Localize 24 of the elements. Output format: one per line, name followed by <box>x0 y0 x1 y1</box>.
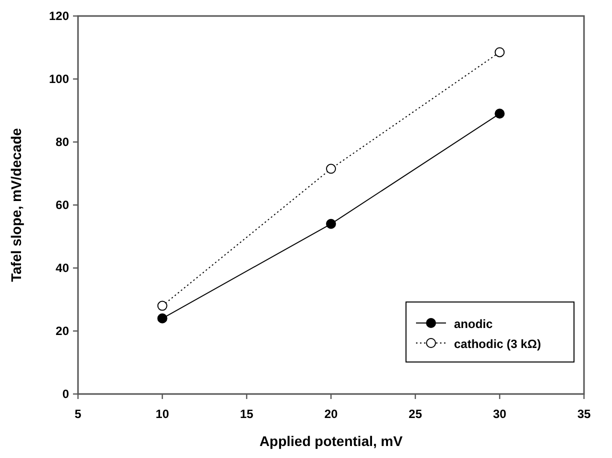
legend-label: cathodic (3 kΩ) <box>454 337 541 351</box>
point <box>157 313 168 324</box>
x-axis-title: Applied potential, mV <box>259 433 404 449</box>
point <box>494 108 505 119</box>
y-tick-label: 0 <box>62 387 70 401</box>
point <box>326 164 336 174</box>
point <box>157 300 168 311</box>
y-tick-label: 100 <box>48 72 70 86</box>
x-tick-label: 35 <box>577 407 591 421</box>
y-axis-title: Tafel slope, mV/decade <box>8 128 24 282</box>
x-tick-label: 15 <box>240 407 254 421</box>
legend-label: anodic <box>454 317 493 331</box>
y-tick-label: 60 <box>56 198 70 212</box>
point <box>494 47 505 58</box>
y-tick-label: 80 <box>56 135 70 149</box>
x-tick-label: 10 <box>156 407 170 421</box>
y-tick-label: 20 <box>56 324 70 338</box>
x-tick-label: 5 <box>74 407 82 421</box>
point <box>326 218 336 229</box>
x-tick-label: 25 <box>408 407 422 421</box>
x-tick-label: 20 <box>324 407 338 421</box>
x-tick-label: 30 <box>492 407 507 421</box>
y-tick-label: 120 <box>48 9 70 23</box>
y-tick-label: 40 <box>56 261 70 275</box>
